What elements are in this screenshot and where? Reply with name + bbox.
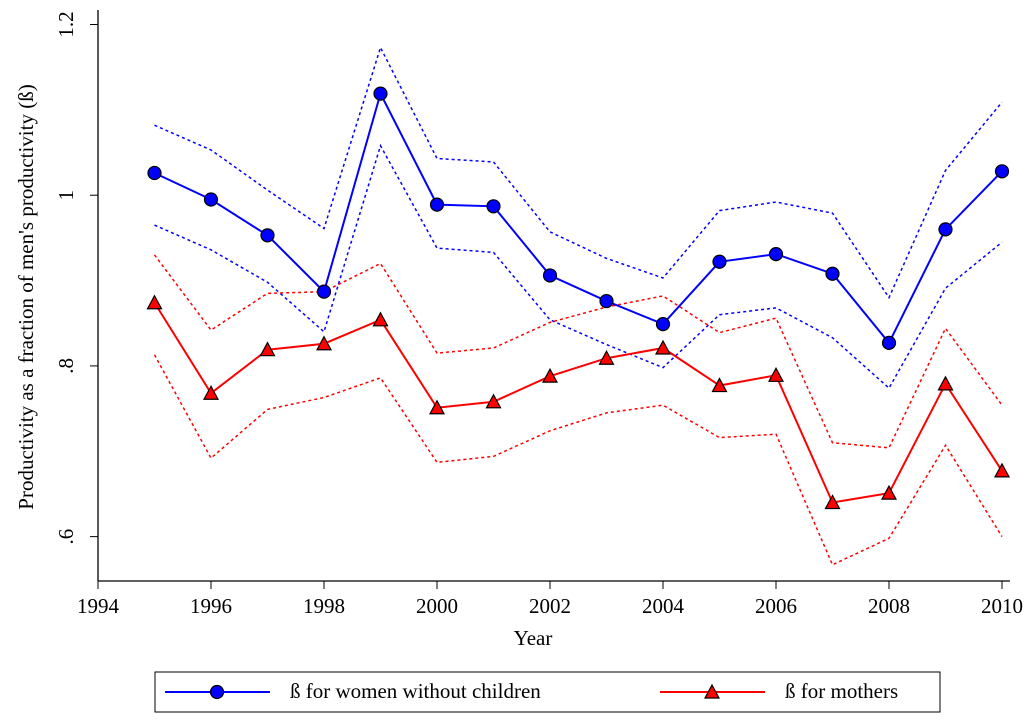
point (372, 311, 389, 327)
x-tick-label: 2008 (868, 594, 910, 618)
point (429, 197, 445, 212)
point (655, 316, 671, 332)
point (880, 484, 898, 500)
point (259, 341, 276, 357)
point (202, 384, 220, 400)
legend-marker (209, 684, 225, 700)
point (598, 349, 615, 365)
y-tick-label: 1.2 (54, 11, 78, 37)
point (938, 222, 953, 237)
point (428, 399, 446, 415)
x-tick-label: 2002 (529, 594, 571, 618)
point (486, 199, 501, 214)
x-tick-label: 1998 (303, 594, 345, 618)
point (541, 367, 559, 383)
legend-box (154, 671, 941, 713)
point (993, 462, 1011, 478)
x-tick-label: 2004 (642, 594, 685, 618)
y-axis-label: Productivity as a fraction of men's prod… (14, 84, 38, 509)
point (767, 367, 785, 382)
y-tick-label: .8 (54, 358, 78, 374)
legend-label: ß for mothers (785, 679, 898, 703)
point (542, 268, 558, 283)
ci-upper-line (154, 45, 1003, 300)
point (485, 393, 502, 409)
point (881, 335, 897, 350)
point (203, 192, 219, 207)
point (146, 294, 163, 310)
point (315, 335, 333, 351)
x-tick-label: 1996 (190, 594, 232, 618)
point (994, 164, 1010, 179)
x-axis-label: Year (514, 626, 553, 650)
point (825, 266, 840, 281)
point (260, 228, 275, 243)
point (599, 293, 614, 309)
y-tick-label: 1 (54, 190, 78, 201)
series-line (153, 302, 1003, 504)
legend-marker (703, 683, 721, 699)
point (768, 247, 784, 262)
series-line (154, 90, 1003, 345)
ci-lower-line (153, 354, 1003, 566)
ci-upper-line (153, 254, 1003, 449)
x-tick-label: 2010 (981, 594, 1023, 618)
point (654, 339, 672, 355)
point (316, 284, 332, 299)
point (712, 254, 727, 269)
point (824, 494, 841, 510)
ci-lower-line (154, 143, 1003, 390)
x-tick-label: 2000 (416, 594, 458, 618)
x-tick-label: 1994 (77, 594, 120, 618)
legend-label: ß for women without children (290, 679, 541, 703)
y-tick-label: .6 (54, 529, 78, 545)
point (147, 165, 162, 181)
x-tick-label: 2006 (755, 594, 797, 618)
point (711, 377, 728, 393)
point (373, 86, 388, 101)
point (937, 375, 954, 391)
